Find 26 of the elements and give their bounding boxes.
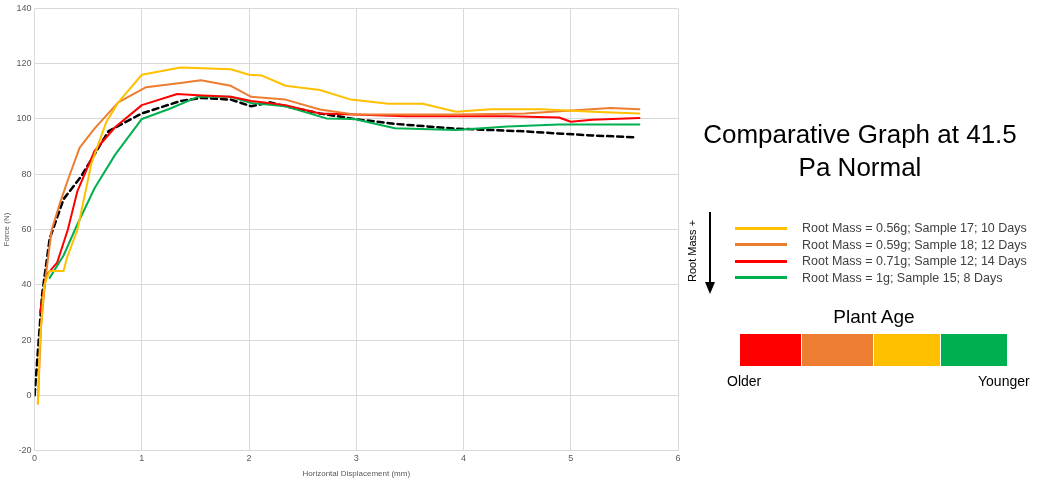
text: Plant Age — [832, 306, 916, 328]
legend-label: Root Mass = 0.59g; Sample 18; 12 Days — [802, 237, 1027, 252]
y-tick-label: 100 — [16, 113, 32, 124]
y-tick-label: 120 — [16, 58, 32, 69]
x-axis-title: Horizontal Displacement (mm) — [302, 469, 411, 479]
text: Older — [727, 373, 762, 389]
x-tick-label: 5 — [568, 453, 574, 464]
y-tick-label: 140 — [16, 2, 32, 13]
y-tick-label: -20 — [18, 445, 32, 456]
x-tick-label: 6 — [675, 453, 681, 464]
x-tick-label: 2 — [246, 453, 252, 464]
y-axis-title: Force (N) — [2, 212, 11, 247]
text: Younger — [978, 373, 1030, 389]
x-tick-label: 1 — [139, 453, 145, 464]
legend-label: Root Mass = 0.56g; Sample 17; 10 Days — [802, 221, 1027, 236]
x-tick-label: 4 — [461, 453, 467, 464]
y-tick-label: 0 — [26, 389, 32, 400]
y-tick-label: 20 — [21, 334, 32, 345]
text: Root Mass + — [686, 219, 698, 282]
y-tick-label: 60 — [21, 223, 32, 234]
legend-label: Root Mass = 1g; Sample 15; 8 Days — [802, 270, 1003, 285]
x-tick-label: 3 — [353, 453, 359, 464]
legend-label: Root Mass = 0.71g; Sample 12; 14 Days — [802, 254, 1027, 269]
y-tick-label: 80 — [21, 168, 32, 179]
y-tick-label: 40 — [21, 279, 32, 290]
text: Comparative Graph at 41.5 Pa Normal — [702, 118, 1018, 184]
